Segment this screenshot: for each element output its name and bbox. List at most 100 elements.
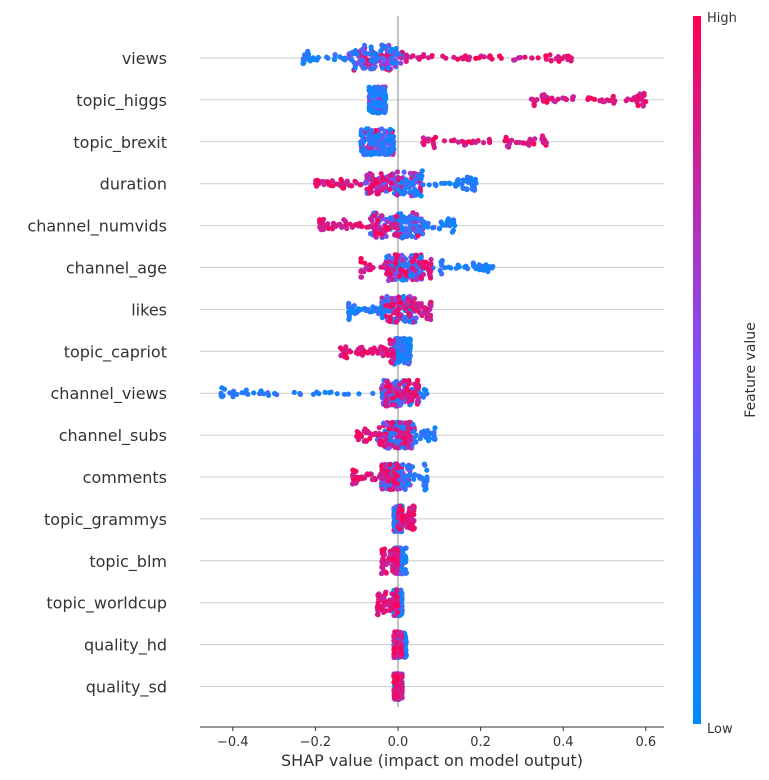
shap-point — [375, 310, 382, 317]
shap-point — [408, 189, 414, 195]
shap-point — [388, 437, 394, 444]
shap-point — [436, 225, 443, 232]
shap-point — [365, 308, 372, 314]
shap-point — [390, 442, 396, 448]
shap-point — [368, 189, 375, 195]
shap-point — [376, 425, 382, 431]
shap-point — [379, 213, 385, 219]
shap-point — [548, 58, 554, 64]
shap-point — [393, 438, 399, 444]
shap-point — [331, 57, 338, 63]
shap-point — [395, 344, 401, 351]
shap-point — [398, 60, 404, 66]
shap-point — [389, 606, 395, 612]
shap-point — [441, 138, 447, 144]
shap-point — [349, 57, 355, 63]
shap-point — [451, 54, 457, 60]
x-tick-label: 0.6 — [635, 735, 656, 750]
shap-point — [379, 87, 385, 93]
shap-point — [368, 101, 374, 107]
shap-point — [332, 52, 338, 58]
shap-point — [632, 96, 638, 102]
shap-point — [355, 437, 361, 443]
shap-point — [527, 136, 533, 142]
shap-point — [432, 425, 438, 431]
shap-point — [340, 56, 346, 62]
shap-point — [449, 220, 455, 226]
shap-point — [385, 468, 391, 474]
shap-point — [481, 267, 487, 273]
shap-point — [393, 182, 399, 188]
shap-point — [358, 274, 364, 280]
x-tick-label: −0.4 — [217, 735, 249, 750]
shap-point — [392, 687, 398, 693]
shap-point — [220, 393, 226, 399]
feature-label-topic-capriot: topic_capriot — [64, 342, 167, 362]
shap-point — [356, 391, 362, 397]
shap-point — [398, 300, 404, 306]
shap-point — [407, 525, 413, 531]
shap-point — [317, 217, 323, 223]
shap-point — [403, 269, 409, 275]
shap-point — [384, 254, 390, 260]
shap-point — [354, 474, 360, 480]
shap-point — [428, 299, 434, 305]
shap-point — [382, 109, 388, 115]
shap-point — [258, 388, 264, 394]
shap-point — [394, 192, 400, 198]
shap-point — [534, 97, 540, 103]
shap-point — [338, 352, 344, 359]
colorbar-title: Feature value — [743, 322, 759, 418]
shap-point — [398, 678, 404, 684]
shap-point — [353, 350, 359, 356]
shap-point — [401, 304, 407, 310]
shap-point — [398, 430, 404, 436]
x-tick-label: 0.0 — [388, 735, 409, 750]
shap-point — [329, 178, 335, 184]
shap-point — [361, 428, 367, 434]
shap-point — [544, 99, 550, 105]
shap-point — [395, 514, 401, 520]
shap-point — [405, 421, 411, 427]
shap-point — [350, 472, 356, 478]
shap-point — [555, 96, 561, 102]
shap-point — [337, 345, 344, 351]
shap-point — [301, 55, 307, 61]
shap-point — [431, 429, 437, 435]
shap-point — [539, 92, 545, 98]
shap-point — [379, 315, 385, 321]
shap-point — [381, 43, 387, 49]
shap-point — [402, 477, 408, 483]
shap-point — [448, 265, 454, 271]
shap-point — [310, 391, 316, 397]
feature-label-channel-age: channel_age — [66, 259, 167, 279]
shap-point — [405, 345, 411, 351]
shap-point — [388, 180, 394, 186]
shap-point — [377, 346, 383, 352]
shap-point — [419, 168, 425, 174]
shap-point — [398, 673, 404, 679]
shap-point — [422, 223, 428, 229]
shap-point — [343, 219, 349, 225]
shap-point — [325, 179, 331, 185]
shap-point — [391, 146, 397, 152]
shap-point — [395, 552, 401, 558]
shap-point — [372, 430, 378, 436]
shap-point — [386, 426, 392, 432]
shap-point — [394, 226, 401, 232]
shap-point — [395, 50, 401, 56]
shap-point — [300, 60, 306, 66]
x-ticks: −0.4 −0.2 0.0 0.2 0.4 0.6 — [217, 727, 656, 750]
shap-point — [387, 462, 393, 468]
shap-point — [418, 254, 424, 260]
shap-point — [384, 226, 391, 232]
shap-point — [370, 182, 376, 188]
x-axis-label: SHAP value (impact on model output) — [281, 751, 583, 770]
shap-point — [420, 182, 426, 188]
shap-point — [560, 95, 566, 101]
shap-point — [476, 267, 483, 273]
shap-point — [413, 192, 419, 198]
shap-point — [400, 257, 406, 263]
shap-point — [425, 267, 431, 273]
shap-point — [476, 262, 482, 268]
